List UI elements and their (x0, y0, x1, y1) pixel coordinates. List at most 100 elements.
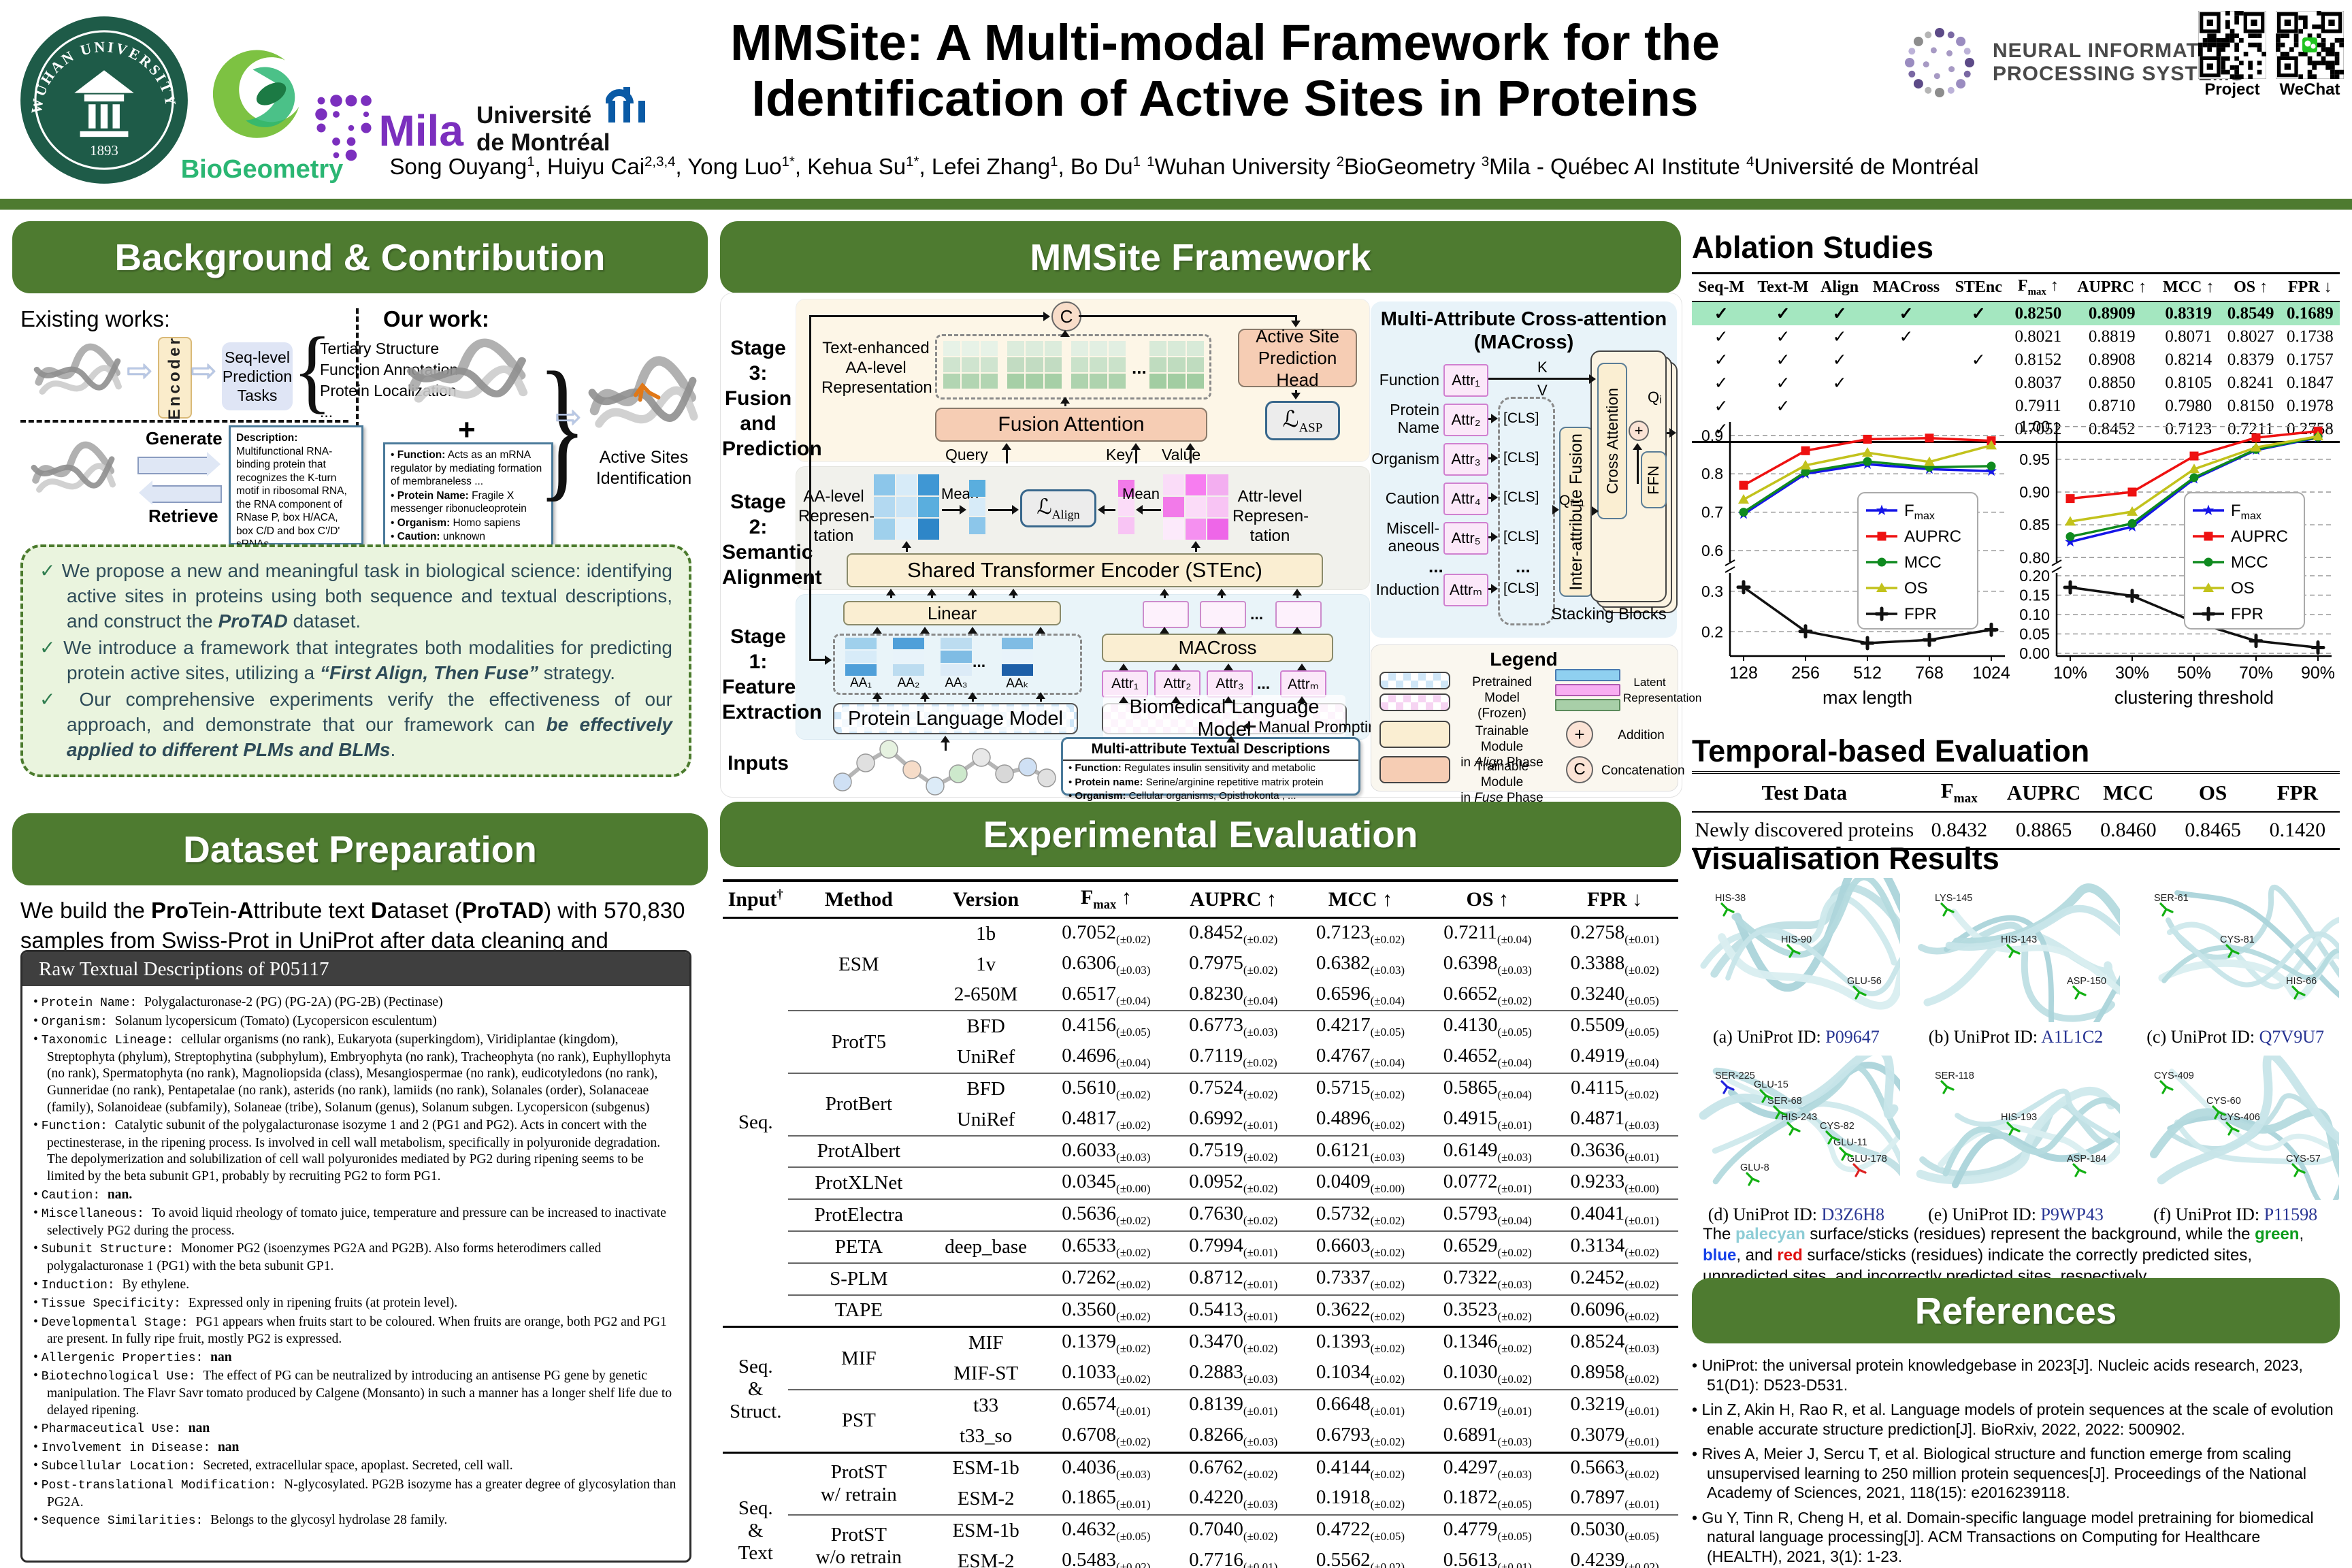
metric-value-cell: 0.8319 (2155, 301, 2221, 325)
arrowhead-icon (941, 736, 950, 742)
metric-value-cell: 0.6603(±0.02) (1316, 1234, 1405, 1259)
cls-column-box (1498, 397, 1555, 625)
protein-render: HIS-38 HIS-90 GLU-56 (1692, 852, 1932, 1026)
table-row: ProtElectra 0.5636(±0.02) 0.7630(±0.02) 0.5… (723, 1199, 1678, 1231)
uniprot-id: A1L1C2 (2041, 1027, 2104, 1047)
attr-mean-vector (1118, 480, 1134, 534)
chart-clustering-threshold: 0.80 0.85 0.90 0.95 1.00 0.00 0.05 0.10 0.15 0.20… (2013, 416, 2338, 716)
metric-value-cell: 0.1689 (2280, 301, 2340, 325)
biogeometry-logo (204, 39, 320, 155)
metric-value-cell: 0.1030(±0.02) (1443, 1361, 1532, 1386)
metric-value-cell: 0.6992(±0.01) (1189, 1107, 1278, 1132)
svg-text:HIS-90: HIS-90 (1781, 934, 1812, 945)
connector-line (1134, 448, 1137, 463)
arrow-right-icon: ⇨ (127, 353, 153, 388)
metric-value-cell: 0.7040(±0.02) (1189, 1518, 1278, 1543)
dots: ... (1516, 556, 1531, 576)
retrieve-arrow (139, 480, 222, 505)
metric-value-cell: 0.5613(±0.01) (1443, 1548, 1532, 1568)
section-mmsite-framework: MMSite Framework (720, 221, 1681, 293)
arrowhead-icon (1186, 443, 1195, 450)
arrowhead-icon (1243, 721, 1250, 731)
svg-text:128: 128 (1729, 664, 1758, 683)
connector-line (1488, 587, 1492, 590)
metric-value-cell: 0.2883(±0.03) (1189, 1361, 1278, 1386)
connector-line (809, 659, 830, 661)
method-cell: ProtST w/ retrain (820, 1461, 897, 1506)
aa-mean-vector (969, 480, 985, 534)
protein-render: LYS-145 HIS-143 ASP-150 (1911, 878, 2153, 1060)
entry-key: Miscellaneous: (41, 1207, 152, 1222)
authors-line: Song Ouyang1, Huiyu Cai2,3,4, Yong Luo1*… (389, 154, 1979, 179)
diagram-divider-horizontal (20, 420, 348, 423)
protein-visualisation: SER-118 HIS-193 ASP-184 (e) UniProt ID: P9W… (1911, 1056, 2151, 1225)
metric-value-cell: 0.4036(±0.03) (1062, 1456, 1151, 1481)
table-row: PST t33 0.6574(±0.01) 0.8139(±0.01) 0.6648(±… (723, 1389, 1678, 1431)
multi-attribute-descriptions-box: Multi-attribute Textual Descriptions • F… (1061, 737, 1360, 816)
references-list: • UniProt: the universal protein knowled… (1692, 1356, 2340, 1568)
metric-value-cell: 0.4919(±0.04) (1570, 1045, 1659, 1069)
raw-entry: • Sequence Similarities: Belongs to the … (33, 1513, 448, 1529)
macross-attr-token: Attr₁ (1443, 364, 1488, 397)
mta-item: • Protein name: Serine/arginine repetiti… (1068, 776, 1324, 788)
connector-line (971, 698, 974, 702)
metric-value-cell: 0.7119(±0.02) (1189, 1045, 1277, 1069)
metric-value-cell: 0.3523(±0.02) (1443, 1298, 1532, 1323)
metric-value-cell: 0.5865(±0.04) (1443, 1076, 1532, 1101)
metric-value-cell: 0.8105 (2165, 373, 2212, 392)
arrowhead-icon (968, 589, 977, 595)
arrow-right-icon: ⇨ (191, 353, 217, 388)
connector-line (905, 546, 908, 552)
table-row: Seq. ESM 1b 0.7052(±0.02) 0.8452(±0.02) 0.712… (723, 918, 1678, 1133)
metric-value-cell: 0.7911 (2014, 396, 2061, 415)
arrowhead-icon (1036, 627, 1045, 634)
check-cell (1864, 395, 1949, 418)
attribute-item: • Function: Acts as an mRNA regulator by… (391, 449, 542, 487)
metric-value-cell: 0.3636(±0.01) (1570, 1139, 1659, 1164)
entry-value: Monomer PG2 (isoenzymes PG2A and PG2B). … (47, 1241, 602, 1273)
metric-value-cell: 0.3560(±0.02) (1062, 1298, 1151, 1323)
udem-logo: Université de Montréal (476, 102, 610, 156)
check-icon: ✓ (39, 689, 80, 710)
entry-key: Allergenic Properties: (41, 1351, 211, 1365)
version-cell: BFD (966, 1077, 1005, 1100)
entry-value: nan (210, 1350, 232, 1365)
metric-value-cell: 0.4156(±0.05) (1062, 1014, 1151, 1039)
metric-value-cell: 0.6121(±0.03) (1316, 1139, 1405, 1164)
version-cell: deep_base (945, 1235, 1028, 1258)
metric-value-cell: 0.4130(±0.05) (1443, 1014, 1532, 1039)
metric-value-cell: 0.5636(±0.02) (1062, 1203, 1151, 1227)
biogeometry-label: BioGeometry (180, 155, 344, 184)
attr-token: Attrₘ (1280, 670, 1326, 698)
macross-attr-token: Attr₅ (1443, 522, 1488, 555)
legend-latent-blue (1555, 669, 1620, 681)
protein-sequence-input (833, 740, 1058, 796)
metric-value-cell: 0.4652(±0.04) (1443, 1045, 1532, 1069)
cls-token: [CLS] (1503, 489, 1539, 505)
reference-item: • Gu Y, Tinn R, Cheng H, et al. Domain-s… (1692, 1508, 2314, 1565)
protein-visualisation: LYS-145 HIS-143 ASP-150 (b) UniProt ID: A1L… (1911, 878, 2153, 1060)
svg-text:CYS-406: CYS-406 (2220, 1112, 2260, 1123)
metric-value-cell: 0.9233(±0.00) (1570, 1171, 1659, 1196)
protein-visualisation: SER-225 HIS-243 GLU-178 SER-68 GLU-11 GLU-15 C… (1692, 1045, 1926, 1225)
connector-line (1488, 378, 1595, 380)
dots: ... (973, 653, 986, 670)
metric-value-cell: 0.7211 (2227, 419, 2274, 438)
metric-value-cell: 0.7322(±0.03) (1443, 1266, 1532, 1291)
check-icon: ✓ (39, 637, 64, 658)
entry-value: Belongs to the glycosyl hydrolase 28 fam… (210, 1513, 448, 1528)
arrow-right-icon: ⇨ (555, 399, 582, 434)
arrowhead-icon (1217, 589, 1226, 595)
brace-icon: { (293, 317, 332, 422)
legend-fuse-label: Trainable Module in Fuse Phase (1460, 760, 1544, 805)
arrowhead-icon (1292, 589, 1302, 595)
entry-key: Post-translational Modification: (41, 1479, 284, 1493)
raw-entry: • Subcellular Location: Secreted, extrac… (33, 1458, 513, 1474)
metric-value-cell: 0.7052 (2014, 419, 2062, 438)
header-divider (0, 199, 2352, 210)
method-cell: PETA (834, 1235, 883, 1258)
metric-value-cell: 0.4915(±0.01) (1443, 1107, 1532, 1132)
check-cell (1948, 325, 2008, 348)
svg-text:0.3: 0.3 (1701, 583, 1723, 600)
metric-value-cell: 0.4696(±0.04) (1062, 1045, 1151, 1069)
